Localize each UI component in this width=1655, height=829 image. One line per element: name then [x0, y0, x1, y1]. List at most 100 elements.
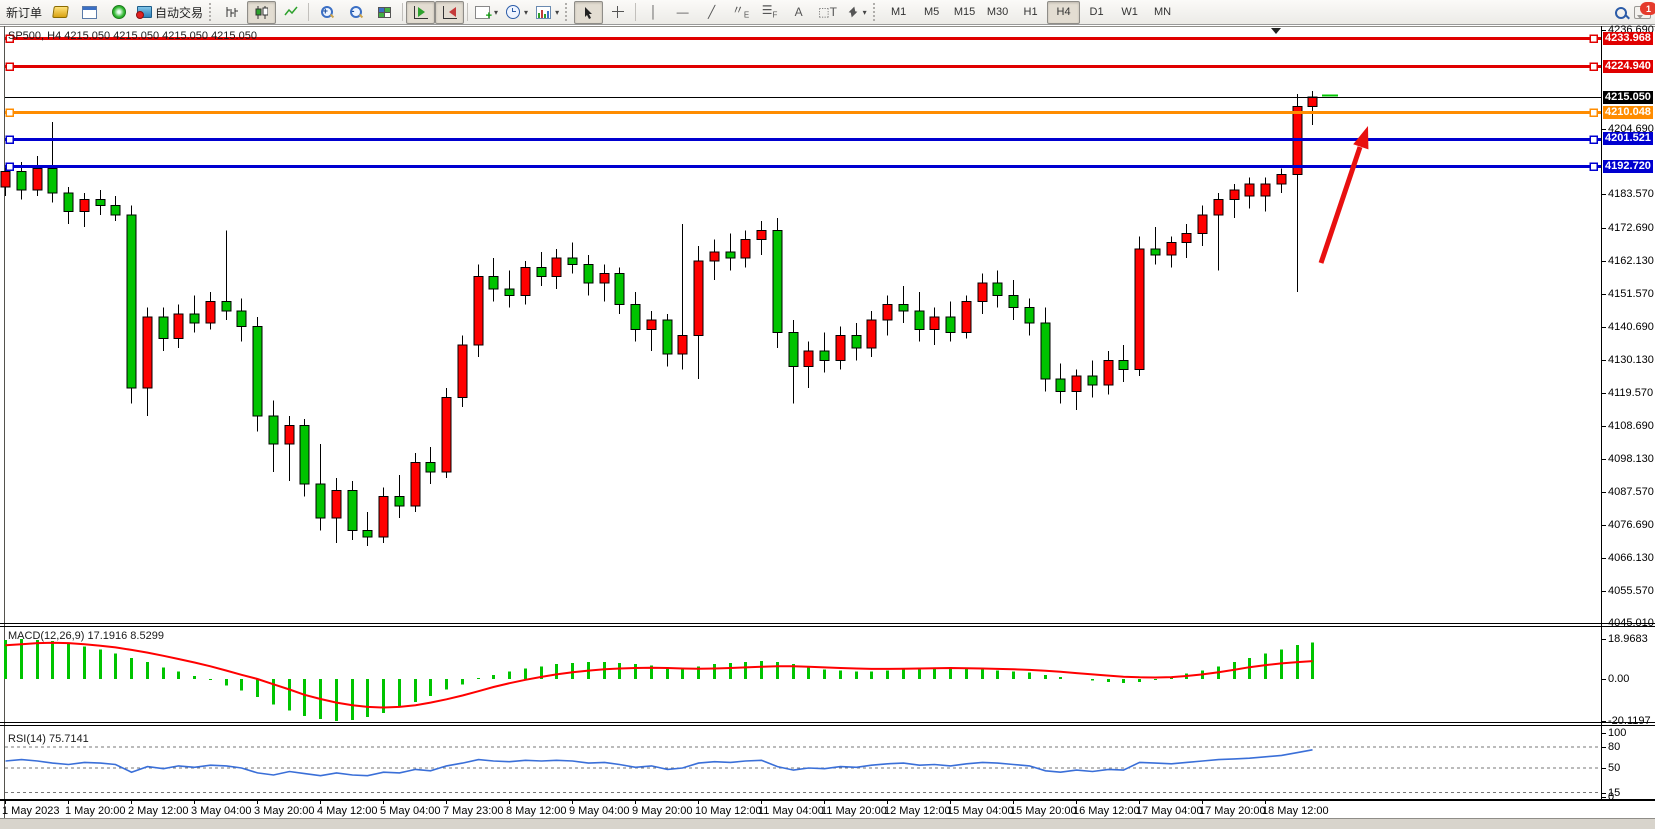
template-button[interactable]: ▾: [532, 1, 563, 24]
tile-windows-button[interactable]: [370, 1, 399, 24]
time-tick: [1265, 800, 1266, 804]
price-level-label[interactable]: 4192.720: [1603, 160, 1653, 173]
line-handle[interactable]: [1589, 162, 1598, 171]
timeframe-h1[interactable]: H1: [1023, 6, 1038, 18]
add-indicator-button[interactable]: ▾: [471, 1, 502, 24]
candle-up: [1103, 359, 1114, 386]
panel-separator[interactable]: [0, 722, 1655, 723]
axis-tick: [1601, 768, 1606, 769]
time-tick-label: 8 May 12:00: [506, 805, 567, 817]
text-button[interactable]: A: [784, 1, 813, 24]
candle-down: [788, 331, 799, 368]
line-handle[interactable]: [5, 162, 14, 171]
axis-tick: [1601, 639, 1606, 640]
trend-arrow-annotation[interactable]: [1318, 126, 1369, 264]
equidistant-channel-button[interactable]: 〃E: [726, 1, 755, 24]
rsi-line: [5, 749, 1313, 777]
candle-up: [646, 319, 657, 330]
fibonacci-button[interactable]: ☰F: [755, 1, 784, 24]
price-tick-label: 4066.130: [1608, 552, 1654, 564]
line-handle[interactable]: [1589, 62, 1598, 71]
toolbar-drag-handle[interactable]: [873, 3, 880, 21]
new-order-button[interactable]: 新订单: [2, 1, 46, 24]
line-handle[interactable]: [1589, 135, 1598, 144]
candle-down: [772, 229, 783, 333]
candle-up: [1244, 183, 1255, 197]
candles: [0, 90, 1318, 547]
price-level-label[interactable]: 4210.048: [1603, 106, 1653, 119]
time-tick-label: 7 May 23:00: [443, 805, 504, 817]
timeframe-m15[interactable]: M15: [953, 6, 976, 18]
candle-up: [410, 461, 421, 507]
period-button[interactable]: ▾: [502, 1, 532, 24]
toolbar-drag-handle[interactable]: [565, 3, 572, 21]
bid-price-label[interactable]: 4215.050: [1603, 91, 1653, 104]
candle-down: [315, 483, 326, 519]
candle-up: [551, 257, 562, 278]
candle-down: [1055, 378, 1066, 392]
crosshair-button[interactable]: [603, 1, 632, 24]
timeframe-m5[interactable]: M5: [923, 6, 940, 18]
axis-tick: [1601, 261, 1606, 262]
price-level-label[interactable]: 4201.521: [1603, 132, 1653, 145]
signals-button[interactable]: [104, 1, 133, 24]
arrows-button[interactable]: ▾: [842, 1, 871, 24]
candle-down: [362, 530, 373, 538]
candle-up: [173, 313, 184, 340]
timeframe-w1[interactable]: W1: [1121, 6, 1138, 18]
panel-separator[interactable]: [0, 626, 1655, 627]
line-handle[interactable]: [5, 34, 14, 43]
toolbar-drag-handle[interactable]: [209, 3, 216, 21]
price-tick-label: 4151.570: [1608, 288, 1654, 300]
price-level-label[interactable]: 4224.940: [1603, 60, 1653, 73]
candle-up: [32, 167, 43, 191]
candle-up: [1166, 242, 1177, 256]
search-icon[interactable]: [1615, 6, 1630, 20]
axis-tick: [1601, 525, 1606, 526]
line-handle[interactable]: [5, 62, 14, 71]
zoom-out-button[interactable]: -: [341, 1, 370, 24]
candle-down: [252, 325, 263, 417]
candle-up: [929, 316, 940, 330]
line-handle[interactable]: [5, 108, 14, 117]
timeframe-d1[interactable]: D1: [1089, 6, 1104, 18]
candle-down: [504, 288, 515, 296]
chart-shift-button[interactable]: [435, 0, 465, 24]
line-handle[interactable]: [1589, 108, 1598, 117]
price-level-label[interactable]: 4233.968: [1603, 32, 1653, 45]
line-handle[interactable]: [1589, 34, 1598, 43]
axis-tick: [1601, 492, 1606, 493]
vertical-line-button[interactable]: │: [639, 1, 668, 24]
indicator-tick-label: 15: [1608, 787, 1621, 799]
signals-icon: [111, 5, 126, 19]
time-tick-label: 2 May 12:00: [128, 805, 189, 817]
line-handle[interactable]: [5, 135, 14, 144]
panel-separator[interactable]: [0, 623, 1655, 624]
new-window-button[interactable]: [75, 1, 104, 24]
candle-down: [945, 316, 956, 333]
time-tick: [1139, 800, 1140, 804]
panel-separator[interactable]: [0, 725, 1655, 726]
cursor-button[interactable]: [574, 0, 604, 24]
trendline-button[interactable]: ╱: [697, 1, 726, 24]
candle-up: [977, 282, 988, 302]
timeframe-mn[interactable]: MN: [1154, 6, 1172, 18]
price-lines[interactable]: [5, 34, 1601, 171]
auto-scroll-button[interactable]: [406, 0, 436, 24]
bar-chart-button[interactable]: [218, 1, 247, 24]
horizontal-line-button[interactable]: —: [668, 1, 697, 24]
candle-up: [0, 170, 11, 188]
price-tick-label: 4098.130: [1608, 453, 1654, 465]
notifications-icon[interactable]: 1: [1634, 2, 1655, 19]
text-label-button[interactable]: ⬚T: [813, 1, 842, 24]
timeframe-m1[interactable]: M1: [890, 6, 907, 18]
zoom-in-button[interactable]: +: [312, 1, 341, 24]
candlestick-chart-button[interactable]: [247, 0, 277, 24]
timeframe-m30[interactable]: M30: [986, 6, 1009, 18]
chart-shift-marker[interactable]: [1271, 28, 1281, 39]
line-chart-button[interactable]: [276, 1, 305, 24]
timeframe-h4[interactable]: H4: [1047, 0, 1081, 24]
auto-trading-button[interactable]: 自动交易: [133, 1, 207, 24]
indicator-tick-label: -20.1197: [1608, 715, 1651, 727]
